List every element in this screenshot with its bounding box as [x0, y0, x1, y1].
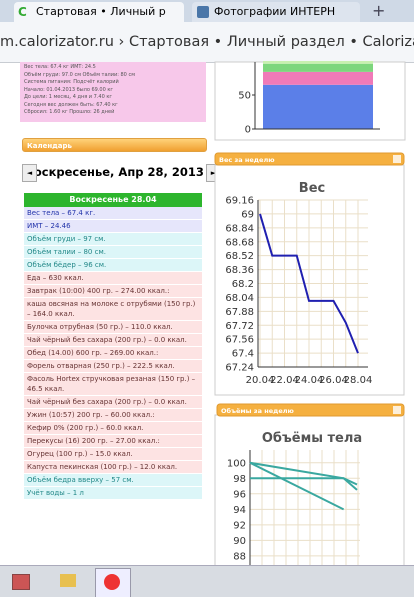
x-tick-label: 24.04 [295, 375, 324, 386]
y-tick-label: 0 [245, 125, 251, 136]
line [259, 213, 359, 354]
tab-icon: C [18, 5, 27, 19]
chart-title: Вес [299, 181, 325, 196]
collapse-button [393, 155, 401, 163]
profile-line: Начало: 01.04.2013 было 69.00 кг [24, 86, 114, 93]
address-bar[interactable]: m.calorizator.ru › Стартовая • Личный ра… [0, 22, 414, 63]
entry: ИМТ – 24.46 [24, 220, 202, 233]
y-tick-label: 88 [233, 551, 246, 562]
y-tick-label: 69.16 [225, 196, 254, 207]
profile-line: Сбросил: 1.60 кг Прошло: 26 дней [24, 109, 115, 115]
entry: Перекусы (16) 200 гр. – 27.00 ккал.: [24, 435, 202, 448]
entry: Кефир 0% (200 гр.) – 60.0 ккал. [24, 422, 202, 435]
tab[interactable]: Фотографии ИНТЕРН [192, 2, 360, 22]
entry: Капуста пекинская (100 гр.) – 12.0 ккал. [24, 461, 202, 474]
entry: Форель отварная (250 гр.) – 222.5 ккал. [24, 360, 202, 373]
y-tick-label: 92 [233, 520, 246, 531]
y-tick-label: 68.04 [225, 293, 254, 304]
tab-title[interactable]: Фотографии ИНТЕРН [214, 5, 336, 18]
entry: Объём груди – 97 см. [24, 233, 202, 246]
x-tick-label: 22.04 [270, 375, 299, 386]
bar-segment [263, 61, 373, 64]
y-tick-label: 98 [233, 474, 246, 485]
panel-header: Календарь [22, 138, 207, 152]
profile-line: Вес тела: 67.4 кг ИМТ: 24.5 [24, 64, 96, 70]
tab[interactable]: Стартовая • Личный р [14, 2, 184, 22]
entry: Чай чёрный без сахара (200 гр.) – 0.0 кк… [24, 334, 202, 347]
panel-header [214, 152, 405, 166]
entry: Объём бедра вверху – 57 см. [24, 474, 202, 487]
day-header: Воскресенье 28.04 [24, 193, 202, 207]
y-tick-label: 100 [227, 458, 246, 469]
y-tick-label: 68.2 [232, 279, 254, 290]
y-tick-label: 94 [233, 505, 246, 516]
entry: Фасоль Hortex стручковая резаная (150 гр… [24, 373, 202, 396]
line [249, 461, 345, 511]
y-tick-label: 67.4 [232, 349, 254, 360]
profile-line: Сегодня вес должен быть: 67.40 кг [24, 101, 118, 108]
chart-title: Объёмы тела [262, 431, 362, 446]
profile-box: Вес тела: 67.4 кг ИМТ: 24.5 Объём груди: … [20, 62, 206, 122]
y-tick-label: 67.56 [225, 335, 254, 346]
entry: каша овсяная на молоке с отрубями (150 г… [24, 298, 202, 321]
bar-segment [263, 84, 373, 129]
app-icon[interactable] [60, 574, 76, 587]
entry: Завтрак (10:00) 400 гр. – 274.00 ккал.: [24, 285, 202, 298]
prev-button[interactable]: ◄ [22, 164, 37, 182]
x-tick-label: 26.04 [319, 375, 348, 386]
entry: Объём бёдер – 96 см. [24, 259, 202, 272]
y-tick-label: 50 [238, 91, 251, 102]
y-tick-label: 68.84 [225, 223, 254, 234]
taskbar [0, 565, 414, 597]
y-tick-label: 67.88 [225, 307, 254, 318]
panel-title: Вес за неделю [219, 156, 275, 164]
y-tick-label: 68.36 [225, 265, 254, 276]
x-tick-label: 28.04 [344, 375, 373, 386]
entry: Объём талии – 80 см. [24, 246, 202, 259]
entry: Булочка отрубная (50 гр.) – 110.0 ккал. [24, 321, 202, 334]
y-tick-label: 68.52 [225, 251, 254, 262]
collapse-button [393, 406, 401, 414]
tab-icon [197, 6, 209, 18]
y-tick-label: 90 [233, 536, 246, 547]
bar-segment [263, 63, 373, 72]
entry: Вес тела – 67.4 кг. [24, 207, 202, 220]
panel-header [216, 403, 405, 417]
panel-title: Объёмы за неделю [221, 407, 295, 415]
entry: Учёт воды – 1 л [24, 487, 202, 500]
y-tick-label: 67.72 [225, 321, 254, 332]
entry: Еда – 630 ккал. [24, 272, 202, 285]
y-tick-label: 67.24 [225, 363, 254, 374]
profile-line: Объём груди: 97.0 см Объём талии: 80 см [24, 71, 135, 78]
entry: Ужин (10:57) 200 гр. – 60.00 ккал.: [24, 409, 202, 422]
tab-title[interactable]: Стартовая • Личный р [36, 5, 166, 18]
calendar-date: Воскресенье, Апр 28, 2013 [25, 165, 204, 179]
tab-bar: Стартовая • Личный р C Фотографии ИНТЕРН… [0, 0, 414, 22]
bar-segment [263, 71, 373, 85]
entry: Чай чёрный без сахара (200 гр.) – 0.0 кк… [24, 396, 202, 409]
entry: Огурец (100 гр.) – 15.0 ккал. [24, 448, 202, 461]
profile-line: До цели: 1 месяц, 4 дня и 7.40 кг [24, 94, 113, 100]
profile-line: Система питания: Подсчёт калорий [24, 79, 119, 85]
entry: Обед (14.00) 600 гр. – 269.00 ккал.: [24, 347, 202, 360]
y-tick-label: 68.68 [225, 237, 254, 248]
y-tick-label: 96 [233, 489, 246, 500]
new-tab[interactable]: + [372, 1, 386, 20]
y-tick-label: 69 [241, 209, 254, 220]
x-tick-label: 20.04 [246, 375, 275, 386]
day-entries: Вес тела – 67.4 кг. ИМТ – 24.46 Объём груд… [24, 207, 202, 567]
app-icon [104, 574, 120, 590]
app-icon[interactable] [12, 574, 30, 590]
